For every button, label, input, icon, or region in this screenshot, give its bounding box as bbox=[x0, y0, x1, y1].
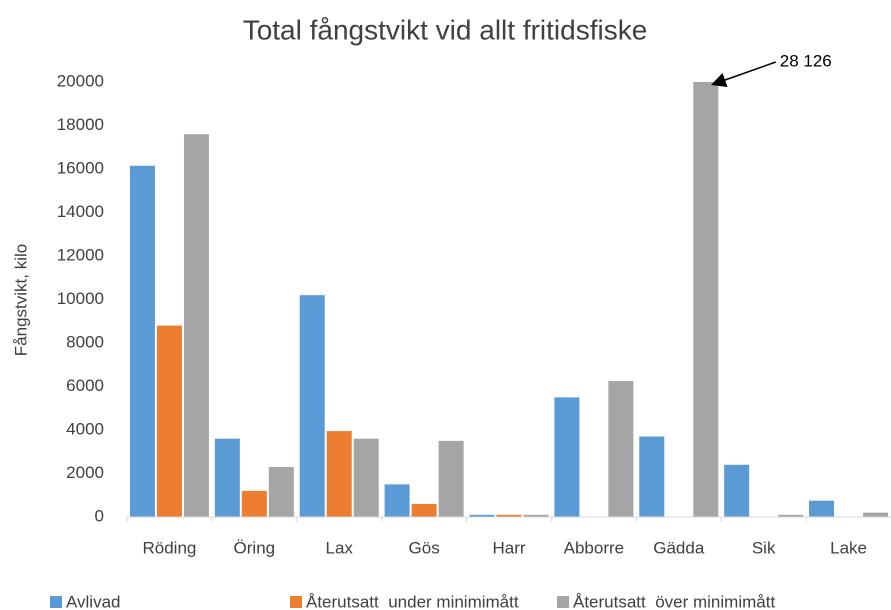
bar bbox=[724, 464, 750, 517]
legend-label: Återutsatt över minimimått bbox=[573, 592, 775, 610]
legend-swatch bbox=[290, 596, 302, 608]
x-tick-label: Gös bbox=[409, 538, 440, 557]
legend-label: Återutsatt under minimimått bbox=[306, 592, 519, 610]
plot-area bbox=[129, 82, 889, 518]
chart-title: Total fångstvikt vid allt fritidsfiske bbox=[243, 14, 648, 45]
value-label: 28 126 bbox=[780, 51, 832, 70]
y-tick-label: 12000 bbox=[57, 245, 104, 264]
bar bbox=[268, 466, 294, 517]
y-tick-label: 16000 bbox=[57, 158, 104, 177]
bar bbox=[299, 295, 325, 517]
x-tick-label: Gädda bbox=[653, 538, 705, 557]
bar bbox=[639, 436, 665, 517]
x-tick-label: Lax bbox=[326, 538, 354, 557]
bar bbox=[353, 438, 379, 517]
bar bbox=[183, 134, 209, 517]
y-tick-label: 14000 bbox=[57, 202, 104, 221]
bar bbox=[156, 325, 182, 517]
bar bbox=[411, 503, 437, 517]
y-tick-label: 10000 bbox=[57, 289, 104, 308]
y-tick-label: 20000 bbox=[57, 71, 104, 90]
legend-swatch bbox=[557, 596, 569, 608]
bar bbox=[129, 165, 155, 518]
bar bbox=[384, 484, 410, 517]
x-tick-label: Lake bbox=[830, 538, 867, 557]
bar bbox=[438, 440, 464, 517]
y-tick-label: 6000 bbox=[66, 376, 104, 395]
bar bbox=[554, 397, 580, 517]
bar bbox=[809, 500, 835, 517]
annotation-arrow bbox=[710, 61, 777, 88]
bar bbox=[241, 490, 267, 517]
x-tick-label: Harr bbox=[492, 538, 525, 557]
bar bbox=[693, 82, 719, 517]
y-tick-label: 0 bbox=[95, 506, 104, 525]
bar bbox=[326, 431, 352, 517]
bar bbox=[863, 512, 889, 517]
bar bbox=[469, 514, 495, 517]
x-tick-label: Abborre bbox=[564, 538, 624, 557]
bar bbox=[496, 514, 522, 517]
bar bbox=[523, 514, 549, 517]
legend-swatch bbox=[50, 596, 62, 608]
y-tick-label: 2000 bbox=[66, 463, 104, 482]
y-tick-label: 4000 bbox=[66, 419, 104, 438]
y-tick-label: 8000 bbox=[66, 332, 104, 351]
bar bbox=[608, 381, 634, 517]
bar bbox=[778, 514, 804, 517]
x-tick-label: Röding bbox=[143, 538, 197, 557]
x-tick-label: Öring bbox=[234, 538, 276, 557]
x-tick-label: Sik bbox=[752, 538, 776, 557]
y-tick-label: 18000 bbox=[57, 115, 104, 134]
bar bbox=[214, 438, 240, 517]
y-axis-title: Fångstvikt, kilo bbox=[11, 244, 30, 356]
legend-label: Avlivad bbox=[66, 592, 121, 610]
